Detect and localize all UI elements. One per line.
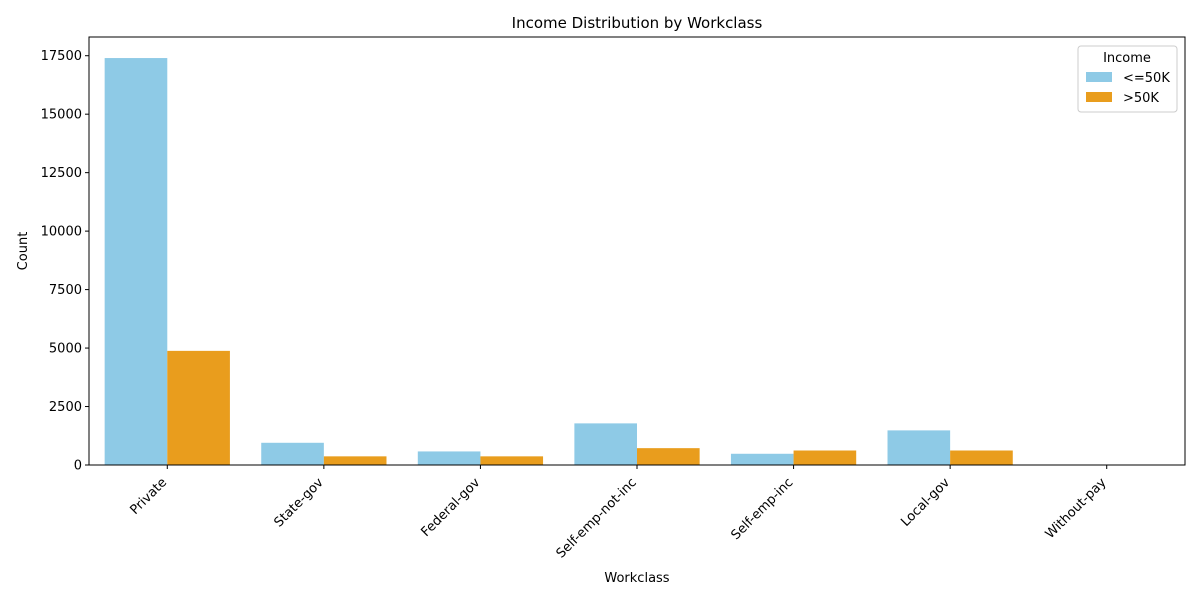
x-tick-label: Without-pay [1043, 475, 1110, 542]
plot-frame [88, 36, 1186, 466]
y-tick-label: 12500 [41, 166, 82, 181]
y-tick-label: 10000 [41, 225, 82, 240]
legend-swatch-gt50k [1086, 92, 1112, 102]
bar-self-emp-not-inc-le50k [574, 423, 637, 465]
y-tick-label: 0 [74, 459, 82, 474]
y-tick-label: 7500 [49, 283, 82, 298]
legend-title: Income [1103, 51, 1151, 66]
bar-private-gt50k [167, 350, 230, 465]
ticks: 0 2500 5000 7500 10000 12500 15000 17500 Private… [41, 49, 1110, 561]
bar-federal-gov-gt50k [480, 456, 544, 465]
bar-self-emp-inc-gt50k [793, 450, 857, 465]
bar-local-gov-le50k [887, 430, 951, 465]
y-tick-label: 2500 [49, 400, 82, 415]
legend-label-le50k: <=50K [1123, 71, 1170, 86]
x-tick-label: Private [127, 475, 170, 518]
x-tick-label: Local-gov [898, 475, 953, 530]
x-tick-label: State-gov [272, 475, 327, 530]
y-tick-label: 17500 [41, 49, 82, 64]
legend: Income <=50K >50K [1077, 45, 1178, 113]
legend-label-gt50k: >50K [1123, 91, 1159, 106]
legend-swatch-le50k [1086, 72, 1112, 82]
y-tick-label: 15000 [41, 108, 82, 123]
bar-state-gov-gt50k [323, 456, 387, 465]
bars [104, 58, 1170, 465]
bar-federal-gov-le50k [417, 451, 481, 465]
bar-self-emp-not-inc-gt50k [637, 448, 700, 465]
x-tick-label: Self-emp-not-inc [554, 475, 640, 561]
chart-title: Income Distribution by Workclass [512, 14, 763, 32]
bar-state-gov-le50k [261, 442, 324, 465]
y-axis-title: Count [16, 232, 31, 271]
bar-local-gov-gt50k [950, 450, 1013, 465]
x-tick-label: Self-emp-inc [728, 475, 796, 543]
x-tick-label: Federal-gov [419, 475, 484, 540]
x-axis-title: Workclass [604, 571, 669, 586]
bar-self-emp-inc-le50k [730, 453, 794, 465]
y-tick-label: 5000 [49, 342, 82, 357]
bar-private-le50k [104, 58, 168, 465]
